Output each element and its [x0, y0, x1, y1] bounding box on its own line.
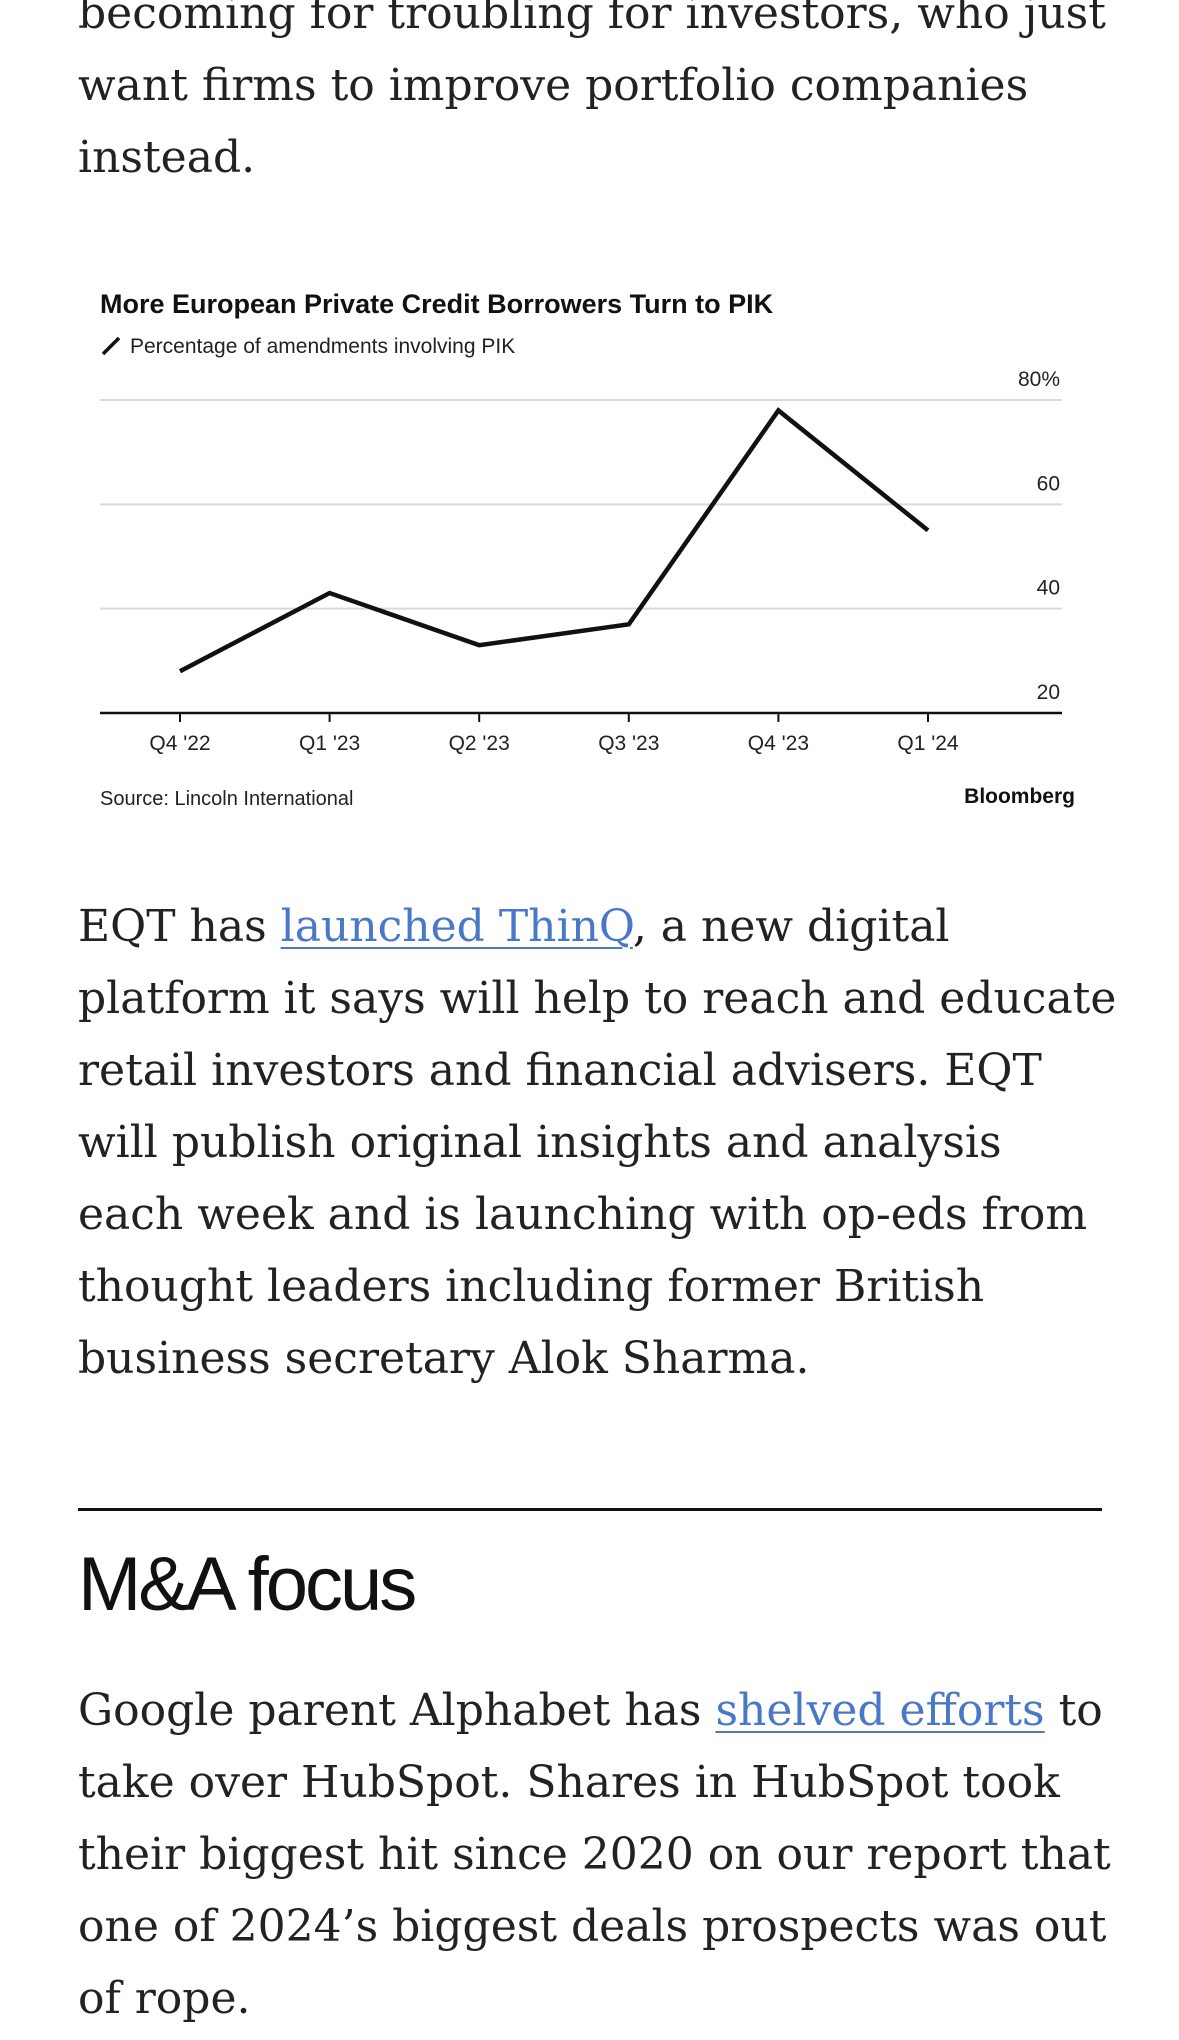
line-chart: More European Private Credit Borrowers T… — [100, 289, 1075, 810]
series-line — [178, 407, 930, 674]
article-paragraph-google: Google parent Alphabet has shelved effor… — [78, 1675, 1118, 2035]
chart-x-axis: Q4 '22 Q1 '23 Q2 '23 Q3 '23 Q4 '23 Q1 '24 — [100, 711, 1062, 755]
x-tick-label: Q3 '23 — [598, 732, 659, 755]
legend-line-icon — [101, 336, 121, 356]
article-paragraph-eqt: EQT has launched ThinQ, a new digital pl… — [78, 891, 1118, 1395]
y-tick-label: 20 — [1037, 681, 1060, 704]
x-tick-label: Q1 '23 — [299, 732, 360, 755]
chart-gridlines — [100, 399, 1062, 610]
google-text-before: Google parent Alphabet has — [78, 1685, 716, 1736]
eqt-text-after: , a new digital platform it says will he… — [78, 901, 1117, 1384]
x-tick-label: Q1 '24 — [897, 732, 959, 755]
chart-title: More European Private Credit Borrowers T… — [100, 289, 774, 319]
chart-container: More European Private Credit Borrowers T… — [0, 270, 1179, 830]
chart-legend-label: Percentage of amendments involving PIK — [130, 335, 515, 358]
launched-thinq-link[interactable]: launched ThinQ — [280, 901, 633, 952]
google-text-after: to take over HubSpot. Shares in HubSpot … — [78, 1685, 1111, 2024]
x-tick-label: Q4 '22 — [149, 732, 210, 755]
x-tick-label: Q4 '23 — [748, 732, 809, 755]
eqt-text-before: EQT has — [78, 901, 281, 952]
chart-series — [178, 407, 930, 674]
article-paragraph-intro: becoming for troubling for investors, wh… — [78, 0, 1118, 194]
intro-text: becoming for troubling for investors, wh… — [78, 0, 1106, 183]
chart-y-axis: 80% 60 40 20 — [1018, 368, 1060, 704]
shelved-efforts-link[interactable]: shelved efforts — [715, 1685, 1045, 1736]
x-tick-label: Q2 '23 — [449, 732, 510, 755]
y-tick-label: 60 — [1037, 472, 1060, 495]
y-tick-label: 80% — [1018, 368, 1060, 391]
chart-source: Source: Lincoln International — [100, 788, 354, 810]
section-heading: M&A focus — [78, 1542, 417, 1627]
y-tick-label: 40 — [1037, 577, 1060, 600]
section-divider — [78, 1508, 1102, 1511]
bloomberg-logo: Bloomberg — [964, 785, 1075, 808]
